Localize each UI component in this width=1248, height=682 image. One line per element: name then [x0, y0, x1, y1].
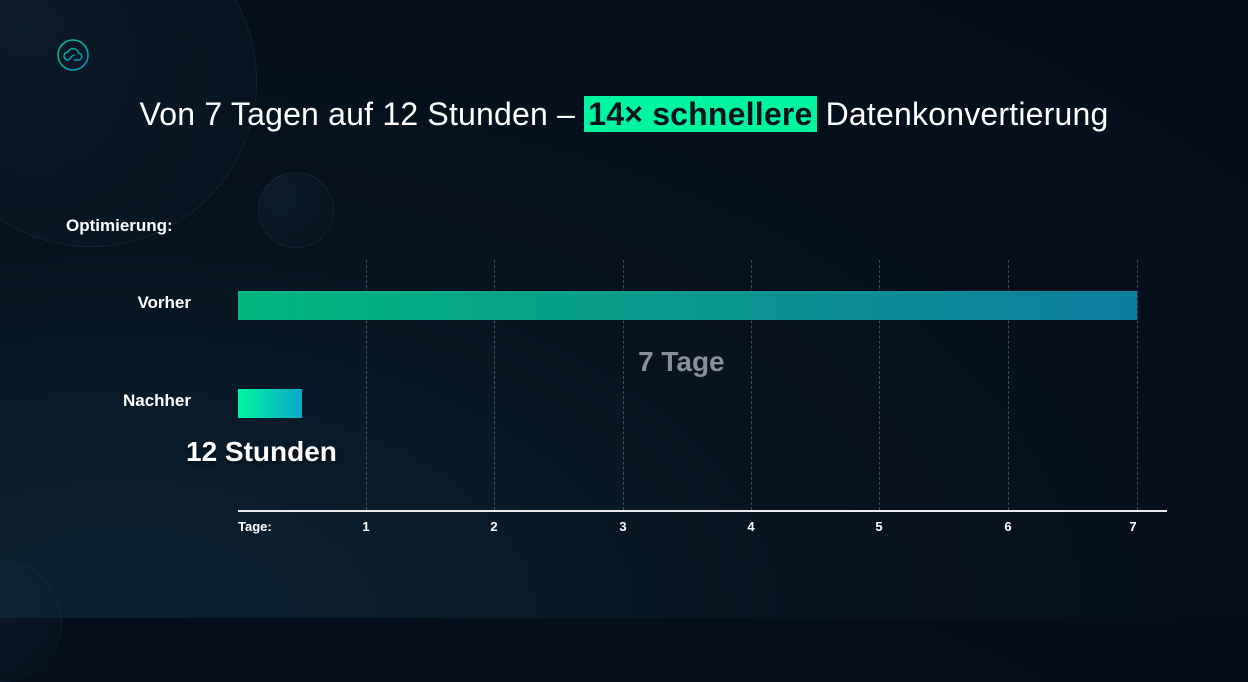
gridline-5	[879, 260, 880, 510]
x-tick: 7	[1129, 519, 1137, 534]
gridline-7	[1137, 260, 1138, 510]
gridline-4	[751, 260, 752, 510]
value-label-vorher: 7 Tage	[638, 346, 725, 377]
row-label-nachher: Nachher	[122, 391, 191, 410]
gridline-3	[623, 260, 624, 510]
x-tick: 2	[490, 519, 498, 534]
bar-vorher	[238, 291, 1137, 320]
x-tick: 4	[747, 519, 755, 534]
x-tick: 5	[875, 519, 883, 534]
x-axis-line	[238, 510, 1167, 512]
gridline-6	[1008, 260, 1009, 510]
cloud-circle-icon	[57, 39, 89, 71]
title-suffix: Datenkonvertierung	[825, 96, 1109, 132]
gridline-2	[494, 260, 495, 510]
title-prefix: Von 7 Tagen auf 12 Stunden –	[139, 96, 576, 132]
title-highlight: 14× schnellere	[584, 96, 817, 132]
x-axis-label: Tage:	[238, 519, 272, 534]
row-label-vorher: Vorher	[137, 293, 191, 312]
decorative-circle-corner	[0, 560, 62, 682]
x-tick: 3	[619, 519, 627, 534]
decorative-circle-small	[258, 172, 334, 248]
group-label: Optimierung:	[66, 216, 173, 235]
bar-nachher	[238, 389, 303, 418]
value-label-nachher: 12 Stunden	[186, 436, 337, 467]
page-title: Von 7 Tagen auf 12 Stunden – 14× schnell…	[0, 96, 1248, 133]
gridline-1	[366, 260, 367, 510]
x-tick: 6	[1004, 519, 1012, 534]
x-tick: 1	[362, 519, 370, 534]
